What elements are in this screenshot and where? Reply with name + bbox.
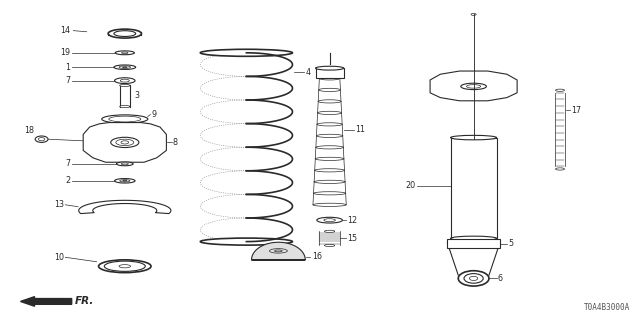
Ellipse shape	[120, 84, 130, 86]
Text: 5: 5	[508, 239, 513, 248]
Ellipse shape	[99, 260, 151, 273]
Polygon shape	[83, 123, 166, 162]
Ellipse shape	[556, 168, 564, 170]
Ellipse shape	[120, 79, 129, 82]
Text: 11: 11	[355, 125, 365, 134]
Polygon shape	[79, 200, 171, 213]
Text: FR.: FR.	[75, 296, 94, 307]
Text: 19: 19	[60, 48, 70, 57]
Ellipse shape	[116, 139, 134, 146]
Text: 18: 18	[24, 126, 34, 135]
Ellipse shape	[200, 238, 292, 245]
Text: 7: 7	[65, 159, 70, 168]
Text: 3: 3	[134, 92, 140, 100]
Ellipse shape	[109, 116, 141, 122]
Ellipse shape	[123, 67, 127, 68]
Polygon shape	[430, 71, 517, 101]
Ellipse shape	[35, 136, 48, 142]
Text: 20: 20	[406, 181, 416, 190]
Text: T0A4B3000A: T0A4B3000A	[584, 303, 630, 312]
Ellipse shape	[324, 244, 335, 246]
FancyArrow shape	[20, 297, 72, 306]
Polygon shape	[252, 242, 305, 260]
Ellipse shape	[122, 52, 128, 53]
Ellipse shape	[111, 137, 139, 148]
Ellipse shape	[467, 84, 481, 88]
Ellipse shape	[470, 276, 478, 280]
Ellipse shape	[451, 135, 497, 140]
Ellipse shape	[319, 88, 340, 92]
Ellipse shape	[315, 169, 344, 172]
Ellipse shape	[316, 146, 343, 149]
Text: 9: 9	[152, 110, 157, 119]
Ellipse shape	[123, 180, 127, 181]
Ellipse shape	[316, 157, 344, 160]
Text: 2: 2	[65, 176, 70, 185]
Text: 16: 16	[312, 252, 322, 261]
Ellipse shape	[314, 192, 346, 195]
Ellipse shape	[471, 13, 476, 15]
Ellipse shape	[122, 163, 129, 165]
Ellipse shape	[116, 162, 133, 166]
Ellipse shape	[313, 203, 346, 206]
Ellipse shape	[120, 180, 130, 182]
Text: 17: 17	[572, 106, 582, 115]
Ellipse shape	[314, 180, 345, 183]
Ellipse shape	[317, 123, 342, 126]
Ellipse shape	[317, 111, 342, 115]
Ellipse shape	[115, 51, 134, 55]
Ellipse shape	[102, 115, 148, 123]
Ellipse shape	[324, 230, 335, 232]
Bar	[451, 138, 497, 238]
Text: 12: 12	[348, 216, 358, 225]
Ellipse shape	[119, 66, 131, 68]
Ellipse shape	[317, 217, 342, 223]
Ellipse shape	[316, 66, 344, 70]
Text: 8: 8	[173, 138, 178, 147]
Ellipse shape	[461, 83, 486, 90]
Ellipse shape	[319, 77, 340, 80]
Ellipse shape	[458, 271, 489, 286]
Text: 4: 4	[305, 68, 310, 76]
Text: 10: 10	[54, 253, 64, 262]
Ellipse shape	[115, 179, 135, 183]
Ellipse shape	[114, 31, 136, 36]
Bar	[447, 239, 500, 248]
Ellipse shape	[464, 274, 483, 283]
Ellipse shape	[200, 49, 292, 56]
Ellipse shape	[108, 29, 141, 38]
Text: 6: 6	[498, 274, 503, 283]
Ellipse shape	[316, 134, 343, 138]
Text: 15: 15	[348, 234, 358, 243]
Text: 13: 13	[54, 200, 64, 209]
Text: 14: 14	[60, 26, 70, 35]
Ellipse shape	[324, 219, 335, 221]
Ellipse shape	[114, 65, 136, 69]
Ellipse shape	[318, 100, 341, 103]
Ellipse shape	[115, 78, 135, 84]
Ellipse shape	[104, 261, 145, 271]
Ellipse shape	[38, 138, 45, 141]
Text: 1: 1	[65, 63, 70, 72]
Ellipse shape	[556, 89, 564, 92]
Text: 7: 7	[65, 76, 70, 85]
Ellipse shape	[451, 236, 497, 241]
Ellipse shape	[119, 265, 131, 268]
Ellipse shape	[121, 141, 129, 144]
Bar	[316, 68, 344, 78]
Ellipse shape	[120, 106, 130, 108]
